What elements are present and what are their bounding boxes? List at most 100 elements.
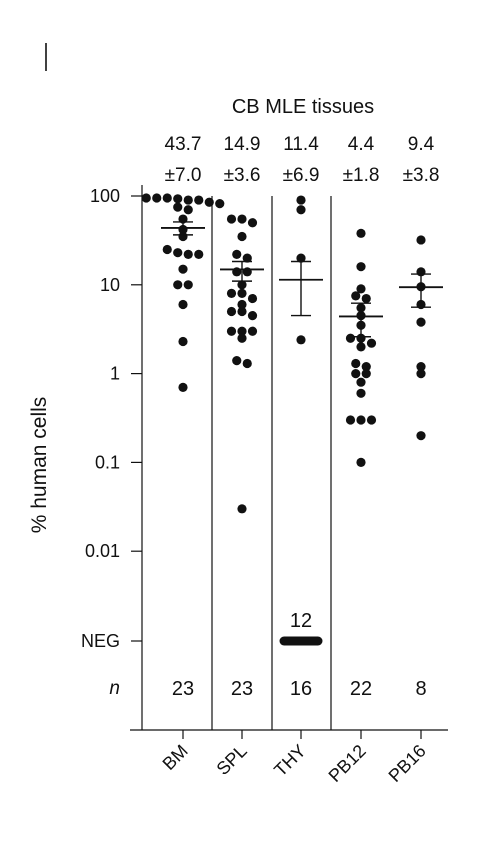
neg-count-label: 12	[290, 610, 312, 632]
data-point	[173, 194, 183, 204]
y-tick-label: 10	[100, 275, 120, 295]
data-point	[351, 358, 361, 369]
sem-label: ±3.6	[224, 165, 261, 186]
data-point	[361, 369, 371, 379]
data-point	[183, 249, 193, 259]
data-point	[204, 197, 214, 207]
data-point	[152, 193, 162, 203]
data-point	[173, 202, 183, 212]
data-point	[356, 284, 366, 294]
data-point	[232, 356, 242, 366]
sem-label: ±7.0	[165, 165, 202, 186]
data-point	[173, 248, 183, 258]
n-row-label: n	[109, 678, 120, 699]
data-point	[183, 280, 193, 290]
mean-label: 4.4	[348, 134, 375, 155]
data-point	[366, 415, 377, 425]
n-count-label: 23	[172, 678, 194, 700]
data-point	[226, 288, 237, 299]
data-point	[416, 317, 426, 327]
sem-label: ±6.9	[283, 165, 320, 186]
x-tick-label: SPL	[213, 741, 251, 779]
data-point	[416, 369, 426, 379]
data-point	[237, 326, 247, 336]
data-point	[226, 326, 237, 336]
data-point	[296, 335, 306, 345]
x-tick-label: PB12	[325, 741, 370, 786]
x-tick-label: THY	[270, 741, 310, 781]
data-point	[178, 336, 188, 347]
mean-label: 43.7	[165, 134, 202, 155]
y-axis-label: % human cells	[28, 397, 51, 534]
data-point	[247, 310, 258, 321]
data-point	[356, 415, 366, 425]
data-point	[361, 361, 371, 372]
y-tick-label: 0.1	[95, 452, 120, 472]
sem-label: ±1.8	[343, 165, 380, 186]
data-point	[173, 280, 183, 290]
data-point	[237, 299, 247, 310]
data-point	[416, 361, 426, 372]
data-point	[356, 342, 366, 352]
data-point	[247, 293, 258, 304]
data-point	[178, 382, 188, 392]
data-point	[178, 299, 188, 310]
data-point	[237, 333, 247, 343]
y-axis-label-group: % human cells	[28, 397, 51, 534]
mean-label: 11.4	[283, 134, 319, 155]
data-point	[351, 369, 361, 379]
data-point	[345, 333, 356, 343]
data-point	[141, 193, 151, 203]
data-point	[183, 195, 193, 205]
n-count-label: 22	[350, 678, 372, 700]
data-point	[356, 377, 366, 387]
plot-area: 100 10 1 0.1 0.01 NEG n 43.7 ±7.0 23 BM 14.9 ±3.6 23 S…	[81, 134, 448, 786]
data-point	[226, 306, 237, 317]
data-point	[237, 231, 247, 242]
data-point	[232, 249, 242, 259]
y-tick-label: 100	[90, 186, 120, 206]
data-point	[194, 195, 204, 205]
x-tick-label: PB16	[385, 741, 430, 786]
mean-label: 9.4	[408, 134, 435, 155]
data-point	[237, 504, 247, 514]
data-point	[247, 218, 258, 228]
data-point	[356, 228, 366, 238]
data-point	[237, 214, 247, 224]
data-point	[296, 205, 306, 215]
x-tick-label: BM	[159, 741, 192, 774]
data-point	[226, 214, 237, 224]
data-point	[242, 253, 252, 263]
n-count-label: 8	[415, 678, 426, 700]
data-point	[242, 358, 252, 369]
data-point	[247, 326, 258, 336]
data-point	[356, 457, 366, 467]
data-point	[178, 264, 188, 274]
data-point	[215, 199, 225, 209]
data-point	[345, 415, 356, 425]
data-point	[361, 293, 371, 304]
data-point	[296, 253, 306, 263]
y-tick-label: 1	[110, 364, 120, 384]
n-count-label: 23	[231, 678, 253, 700]
data-point	[237, 306, 247, 317]
data-point	[416, 431, 426, 441]
y-tick-label: NEG	[81, 631, 120, 651]
data-point	[194, 249, 204, 259]
y-tick-label: 0.01	[85, 541, 120, 561]
data-point	[162, 244, 172, 255]
mean-label: 14.9	[224, 134, 261, 155]
data-point	[237, 280, 247, 290]
data-point	[416, 235, 426, 245]
data-point	[351, 291, 361, 301]
n-count-label: 16	[290, 678, 312, 700]
data-point	[237, 288, 247, 299]
data-point	[183, 205, 193, 215]
data-point	[356, 388, 366, 398]
data-point	[366, 338, 377, 348]
sem-label: ±3.8	[403, 165, 440, 186]
data-point	[162, 193, 172, 203]
data-point	[356, 262, 366, 272]
data-point	[296, 195, 306, 205]
